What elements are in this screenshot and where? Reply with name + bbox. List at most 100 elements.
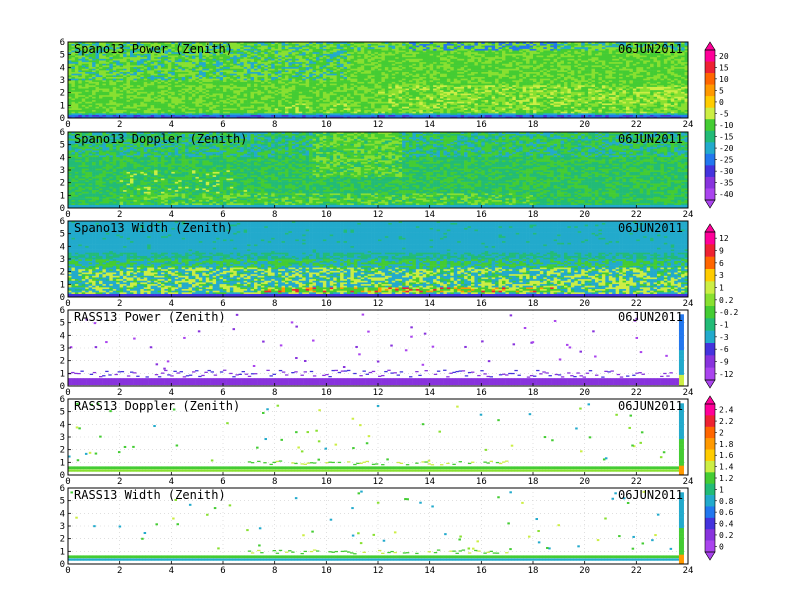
- data-cell: [140, 42, 145, 44]
- data-cell: [92, 73, 96, 76]
- data-cell: [209, 61, 213, 64]
- data-cell: [102, 68, 107, 71]
- data-cell: [178, 75, 182, 77]
- data-cell: [243, 45, 248, 48]
- data-cell: [88, 55, 93, 58]
- data-cell: [174, 99, 179, 102]
- data-cell: [257, 116, 262, 119]
- data-cell: [99, 86, 103, 89]
- data-cell: [161, 109, 165, 112]
- data-cell: [250, 101, 255, 104]
- data-cell: [205, 108, 210, 111]
- data-cell: [298, 56, 303, 59]
- data-cell: [405, 99, 410, 102]
- data-cell: [116, 111, 120, 114]
- data-cell: [174, 53, 179, 56]
- data-cell: [112, 81, 117, 84]
- data-cell: [391, 84, 396, 87]
- data-cell: [85, 104, 89, 107]
- data-cell: [267, 96, 272, 99]
- data-cell: [185, 84, 189, 87]
- data-cell: [433, 76, 437, 79]
- data-cell: [116, 106, 120, 109]
- data-cell: [88, 78, 93, 81]
- data-cell: [260, 91, 265, 94]
- data-cell: [126, 96, 131, 99]
- data-cell: [305, 76, 310, 79]
- data-cell: [209, 96, 213, 99]
- data-cell: [188, 48, 193, 51]
- data-cell: [274, 66, 279, 69]
- data-cell: [381, 91, 386, 94]
- data-cell: [274, 96, 279, 99]
- data-cell: [319, 99, 324, 102]
- data-cell: [257, 56, 262, 59]
- data-cell: [195, 88, 200, 91]
- data-cell: [202, 68, 207, 71]
- data-cell: [226, 55, 231, 58]
- data-cell: [291, 88, 296, 91]
- data-cell: [140, 76, 145, 79]
- data-cell: [136, 91, 141, 94]
- data-cell: [274, 80, 279, 82]
- data-cell: [68, 98, 72, 101]
- data-cell: [123, 78, 127, 81]
- data-cell: [109, 48, 114, 51]
- data-cell: [185, 93, 189, 96]
- data-cell: [143, 58, 148, 61]
- data-cell: [150, 53, 155, 56]
- data-cell: [161, 84, 165, 87]
- data-cell: [154, 63, 158, 66]
- data-cell: [71, 65, 76, 68]
- data-cell: [271, 113, 275, 115]
- data-cell: [130, 46, 134, 49]
- data-cell: [281, 43, 286, 46]
- data-cell: [109, 42, 114, 44]
- data-cell: [260, 84, 265, 87]
- data-cell: [391, 46, 396, 49]
- data-cell: [150, 76, 155, 79]
- data-cell: [226, 58, 231, 61]
- data-cell: [440, 76, 444, 79]
- data-cell: [288, 53, 293, 56]
- data-cell: [233, 42, 238, 44]
- data-cell: [126, 103, 131, 106]
- data-cell: [267, 89, 272, 92]
- data-cell: [112, 55, 117, 58]
- data-cell: [181, 58, 186, 61]
- data-cell: [322, 108, 327, 111]
- data-cell: [219, 89, 224, 92]
- data-cell: [429, 108, 434, 111]
- data-cell: [178, 108, 182, 111]
- data-cell: [105, 68, 110, 71]
- data-cell: [71, 48, 76, 51]
- data-cell: [81, 96, 86, 99]
- data-cell: [164, 98, 169, 101]
- data-cell: [147, 60, 151, 63]
- data-cell: [147, 58, 151, 61]
- data-cell: [426, 76, 430, 79]
- data-cell: [185, 66, 189, 69]
- data-cell: [278, 81, 282, 84]
- data-cell: [85, 114, 89, 117]
- data-cell: [188, 76, 193, 79]
- data-cell: [95, 42, 100, 44]
- data-cell: [298, 88, 303, 91]
- data-cell: [92, 51, 96, 54]
- data-cell: [353, 99, 358, 102]
- data-cell: [219, 70, 224, 73]
- data-cell: [209, 78, 213, 81]
- data-cell: [174, 98, 179, 101]
- data-cell: [212, 86, 217, 89]
- data-cell: [119, 108, 124, 111]
- data-cell: [112, 45, 117, 48]
- data-cell: [143, 94, 148, 97]
- data-cell: [274, 103, 279, 106]
- data-cell: [188, 61, 193, 64]
- data-cell: [233, 81, 238, 84]
- data-cell: [291, 66, 296, 69]
- data-cell: [178, 55, 182, 58]
- data-cell: [161, 53, 165, 56]
- data-cell: [123, 46, 127, 49]
- data-cell: [116, 78, 120, 81]
